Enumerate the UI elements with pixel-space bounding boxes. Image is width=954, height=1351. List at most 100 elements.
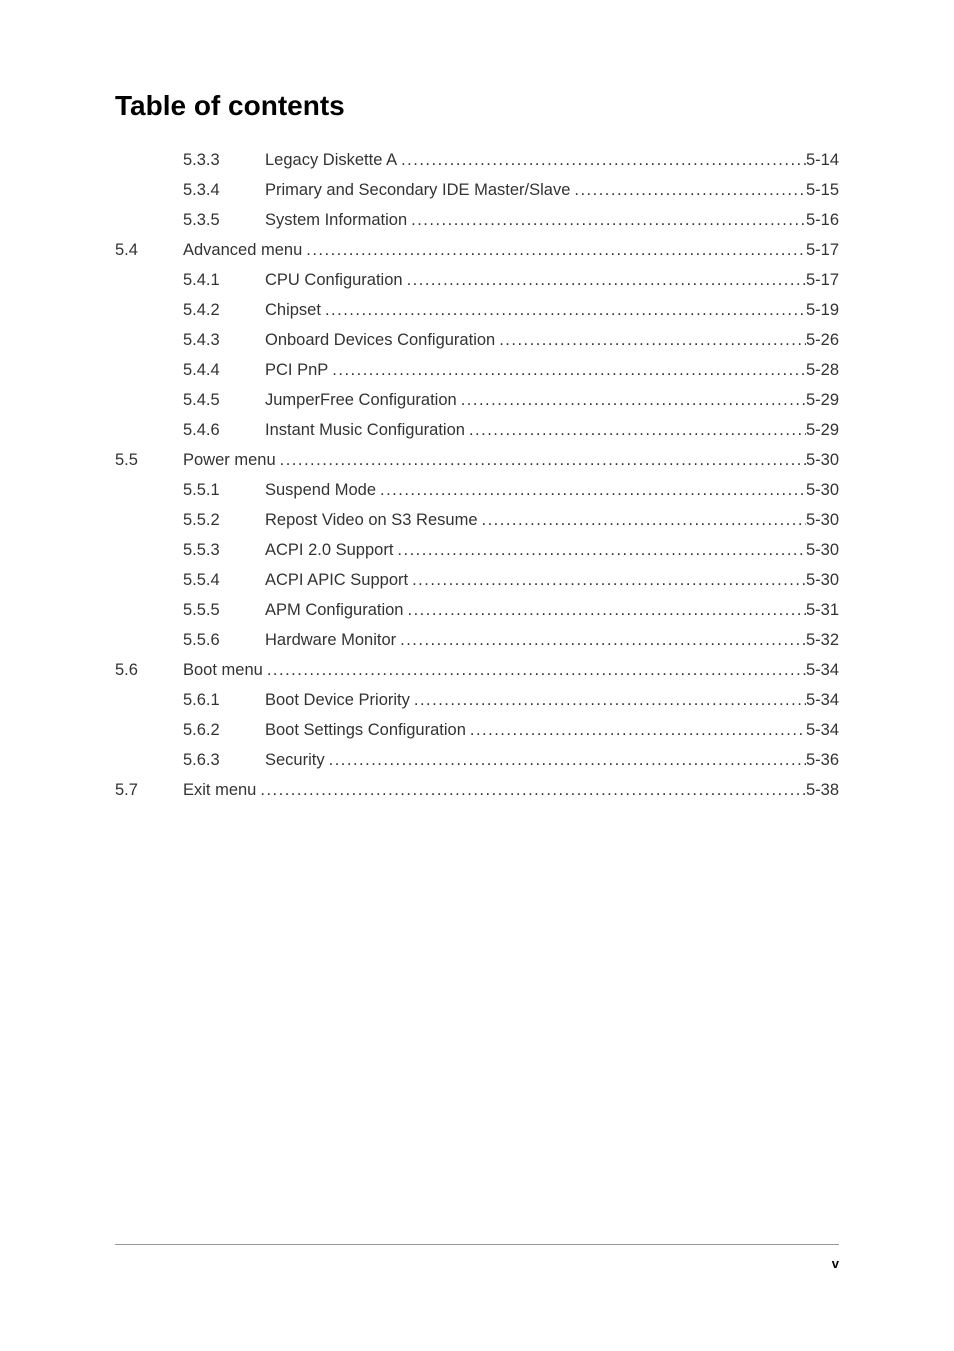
- toc-entry-number: 5.5.3: [183, 542, 265, 559]
- toc-entry-text: Instant Music Configuration: [265, 422, 465, 439]
- toc-leader-dots: [466, 722, 806, 739]
- toc-entry-text: Boot Settings Configuration: [265, 722, 466, 739]
- toc-entry-page: 5-30: [806, 572, 839, 589]
- toc-entry-number: 5.4.5: [183, 392, 265, 409]
- page-number: v: [832, 1256, 839, 1271]
- toc-entry-number: 5.6: [115, 662, 183, 679]
- toc-entry-text: CPU Configuration: [265, 272, 403, 289]
- toc-entry-text: ACPI 2.0 Support: [265, 542, 393, 559]
- toc-leader-dots: [404, 602, 806, 619]
- toc-leader-dots: [263, 662, 806, 679]
- toc-entry-text: ACPI APIC Support: [265, 572, 408, 589]
- toc-entry: 5.4Advanced menu5-17: [115, 242, 839, 259]
- toc-entry: 5.6.3Security5-36: [115, 752, 839, 769]
- toc-entry-text: Boot Device Priority: [265, 692, 410, 709]
- toc-entry: 5.3.3Legacy Diskette A 5-14: [115, 152, 839, 169]
- page-container: Table of contents 5.3.3Legacy Diskette A…: [0, 0, 954, 799]
- toc-entry: 5.4.5JumperFree Configuration 5-29: [115, 392, 839, 409]
- toc-entry-number: 5.4.2: [183, 302, 265, 319]
- toc-entry-number: 5.3.3: [183, 152, 265, 169]
- toc-entry-number: 5.5.1: [183, 482, 265, 499]
- toc-entry: 5.5Power menu 5-30: [115, 452, 839, 469]
- page-footer: v: [115, 1244, 839, 1273]
- toc-entry-number: 5.5: [115, 452, 183, 469]
- toc-entry-page: 5-32: [806, 632, 839, 649]
- toc-entry-page: 5-14: [806, 152, 839, 169]
- toc-entry-page: 5-30: [806, 482, 839, 499]
- toc-entry-page: 5-34: [806, 662, 839, 679]
- toc-entry: 5.7Exit menu 5-38: [115, 782, 839, 799]
- toc-entry: 5.5.2Repost Video on S3 Resume 5-30: [115, 512, 839, 529]
- toc-entry-text: Suspend Mode: [265, 482, 376, 499]
- toc-entry: 5.5.4ACPI APIC Support 5-30: [115, 572, 839, 589]
- toc-entry-text: Legacy Diskette A: [265, 152, 397, 169]
- toc-entry-number: 5.4.1: [183, 272, 265, 289]
- toc-entry-number: 5.5.5: [183, 602, 265, 619]
- toc-entry-text: APM Configuration: [265, 602, 404, 619]
- toc-leader-dots: [376, 482, 806, 499]
- toc-leader-dots: [396, 632, 806, 649]
- toc-entry-page: 5-29: [806, 392, 839, 409]
- toc-entry-page: 5-19: [806, 302, 839, 319]
- toc-entry: 5.4.4PCI PnP 5-28: [115, 362, 839, 379]
- toc-entry-number: 5.6.3: [183, 752, 265, 769]
- toc-entry-page: 5-36: [806, 752, 839, 769]
- toc-entry-text: PCI PnP: [265, 362, 328, 379]
- toc-entry-page: 5-30: [806, 542, 839, 559]
- toc-entry: 5.3.5System Information 5-16: [115, 212, 839, 229]
- toc-entry: 5.4.3Onboard Devices Configuration5-26: [115, 332, 839, 349]
- toc-entry-text: Boot menu: [183, 662, 263, 679]
- toc-entry-page: 5-31: [806, 602, 839, 619]
- toc-entry: 5.6.1Boot Device Priority5-34: [115, 692, 839, 709]
- toc-entry: 5.3.4Primary and Secondary IDE Master/Sl…: [115, 182, 839, 199]
- toc-entry-text: System Information: [265, 212, 407, 229]
- toc-entry-number: 5.5.4: [183, 572, 265, 589]
- toc-entry-number: 5.7: [115, 782, 183, 799]
- toc-entry-page: 5-17: [806, 272, 839, 289]
- toc-entry-text: Primary and Secondary IDE Master/Slave: [265, 182, 570, 199]
- toc-title: Table of contents: [115, 90, 839, 122]
- toc-entry-text: Chipset: [265, 302, 321, 319]
- toc-entry-text: Onboard Devices Configuration: [265, 332, 495, 349]
- toc-entry-number: 5.4: [115, 242, 183, 259]
- toc-entry: 5.4.6Instant Music Configuration 5-29: [115, 422, 839, 439]
- toc-leader-dots: [410, 692, 806, 709]
- toc-leader-dots: [256, 782, 806, 799]
- toc-entry-text: Repost Video on S3 Resume: [265, 512, 478, 529]
- toc-leader-dots: [302, 242, 806, 259]
- toc-entry-page: 5-17: [806, 242, 839, 259]
- toc-entry-page: 5-29: [806, 422, 839, 439]
- toc-leader-dots: [403, 272, 806, 289]
- toc-leader-dots: [465, 422, 806, 439]
- toc-leader-dots: [570, 182, 806, 199]
- toc-entry-number: 5.6.2: [183, 722, 265, 739]
- toc-leader-dots: [457, 392, 806, 409]
- toc-leader-dots: [328, 362, 806, 379]
- toc-entry: 5.5.3ACPI 2.0 Support 5-30: [115, 542, 839, 559]
- toc-entry-number: 5.6.1: [183, 692, 265, 709]
- toc-entry: 5.5.6Hardware Monitor 5-32: [115, 632, 839, 649]
- toc-entry-page: 5-30: [806, 512, 839, 529]
- toc-leader-dots: [397, 152, 806, 169]
- toc-entry-number: 5.5.6: [183, 632, 265, 649]
- toc-entry-number: 5.4.6: [183, 422, 265, 439]
- toc-entry-page: 5-30: [806, 452, 839, 469]
- toc-entry-text: Exit menu: [183, 782, 256, 799]
- toc-entry-number: 5.5.2: [183, 512, 265, 529]
- toc-entry-page: 5-34: [806, 722, 839, 739]
- toc-entry-page: 5-16: [806, 212, 839, 229]
- toc-entry: 5.6Boot menu 5-34: [115, 662, 839, 679]
- toc-entry-text: Hardware Monitor: [265, 632, 396, 649]
- toc-entry: 5.4.1CPU Configuration 5-17: [115, 272, 839, 289]
- toc-entry-page: 5-38: [806, 782, 839, 799]
- toc-entry: 5.5.1Suspend Mode 5-30: [115, 482, 839, 499]
- toc-entry-page: 5-28: [806, 362, 839, 379]
- toc-entry-text: Power menu: [183, 452, 276, 469]
- toc-entry: 5.6.2Boot Settings Configuration 5-34: [115, 722, 839, 739]
- toc-entry-number: 5.4.4: [183, 362, 265, 379]
- toc-entry-text: JumperFree Configuration: [265, 392, 457, 409]
- toc-list: 5.3.3Legacy Diskette A 5-14 5.3.4Primary a…: [115, 152, 839, 799]
- toc-entry-number: 5.3.5: [183, 212, 265, 229]
- toc-leader-dots: [321, 302, 806, 319]
- toc-leader-dots: [407, 212, 806, 229]
